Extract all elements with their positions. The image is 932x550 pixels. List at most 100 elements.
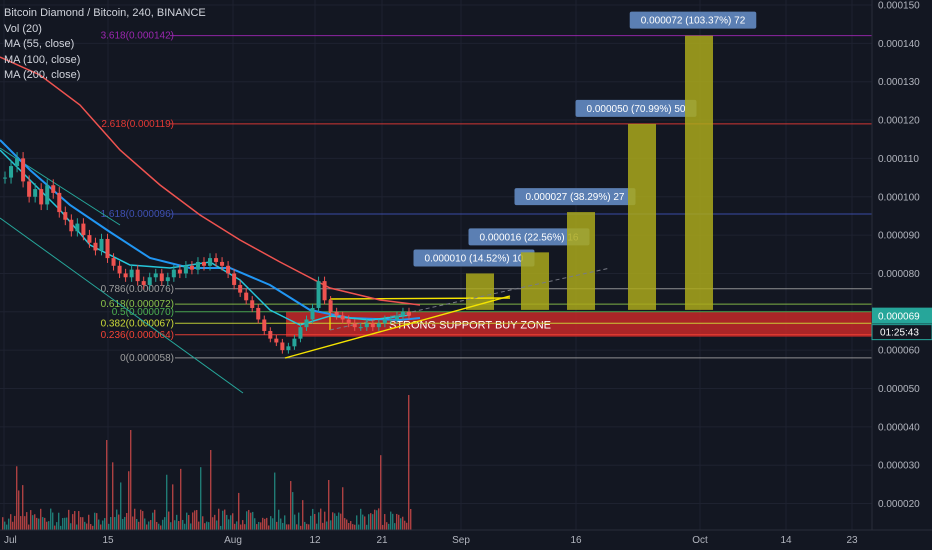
volume-bar — [394, 523, 396, 530]
target-label: 0.000050 (70.99%) 50 — [587, 104, 686, 115]
volume-bar — [240, 524, 242, 530]
fib-label: 0.786(0.000076) — [101, 284, 174, 295]
volume-bar — [322, 522, 324, 530]
countdown-label: 01:25:43 — [880, 328, 919, 339]
volume-bar — [314, 514, 316, 530]
volume-bar — [206, 521, 208, 530]
volume-bar — [36, 517, 38, 530]
volume-bar — [200, 467, 202, 530]
indicator-ma100[interactable]: MA (100, close) — [4, 53, 81, 66]
indicator-ma55[interactable]: MA (55, close) — [4, 38, 75, 50]
volume-bar — [144, 518, 146, 530]
volume-bar — [76, 524, 78, 530]
volume-bar — [120, 482, 122, 530]
volume-bar — [40, 508, 42, 530]
candle-body — [370, 323, 375, 328]
volume-bar — [204, 523, 206, 530]
volume-bar — [302, 500, 304, 530]
volume-bar — [344, 518, 346, 530]
volume-bar — [370, 513, 372, 530]
fib-label: 1.618(0.000096) — [101, 209, 174, 220]
volume-bar — [238, 492, 240, 530]
volume-bar — [158, 523, 160, 530]
candle-body — [183, 265, 188, 274]
volume-bar — [328, 480, 330, 530]
candle-body — [376, 323, 381, 328]
volume-bar — [346, 519, 348, 530]
volume-bar — [44, 517, 46, 530]
volume-bar — [336, 515, 338, 530]
volume-bar — [90, 524, 92, 530]
candle-body — [214, 258, 219, 262]
volume-bar — [100, 524, 102, 530]
target-label-box — [514, 188, 636, 206]
trend-line-lower — [0, 217, 244, 394]
fib-label: 0.5(0.000070) — [112, 307, 174, 318]
volume-bar — [264, 518, 266, 530]
volume-bar — [332, 512, 334, 530]
volume-bar — [94, 512, 96, 530]
candle-body — [93, 242, 98, 251]
volume-bar — [366, 524, 368, 530]
volume-bar — [374, 509, 376, 530]
volume-bar — [18, 490, 20, 530]
candle-body — [244, 292, 249, 301]
indicator-ma200[interactable]: MA (200, close) — [4, 69, 81, 81]
y-tick-label: 0.000100 — [878, 192, 920, 203]
volume-bar — [150, 520, 152, 530]
volume-bar — [52, 512, 54, 530]
volume-bar — [80, 517, 82, 530]
volume-bar — [350, 521, 352, 530]
volume-bar — [348, 523, 350, 530]
target-bar — [628, 123, 656, 310]
candle-body — [147, 277, 152, 285]
y-tick-label: 0.000130 — [878, 77, 920, 88]
candle-body — [364, 323, 369, 328]
triangle-resistance — [329, 297, 511, 300]
volume-bar — [326, 521, 328, 530]
volume-bar — [84, 521, 86, 530]
candle-body — [159, 273, 164, 282]
volume-bar — [70, 523, 72, 530]
candle-body — [406, 311, 411, 316]
volume-bar — [8, 518, 10, 530]
volume-bar — [226, 514, 228, 530]
candle-body — [177, 269, 182, 274]
volume-bar — [368, 514, 370, 530]
volume-bar — [140, 509, 142, 530]
fib-label: 0.382(0.000067) — [101, 318, 174, 329]
volume-bar — [124, 516, 126, 530]
candle-body — [39, 189, 44, 205]
y-tick-label: 0.000020 — [878, 499, 920, 510]
candle-body — [189, 265, 194, 270]
volume-bar — [354, 524, 356, 530]
volume-bar — [142, 511, 144, 530]
volume-bar — [16, 466, 18, 530]
volume-bar — [56, 522, 58, 530]
volume-bar — [340, 513, 342, 530]
candle-body — [280, 342, 285, 351]
volume-bar — [392, 513, 394, 530]
projection-dashed — [329, 267, 611, 331]
volume-bar — [138, 521, 140, 530]
volume-bar — [360, 508, 362, 530]
volume-bar — [248, 509, 250, 530]
indicator-vol[interactable]: Vol (20) — [4, 22, 42, 35]
ma-200-line — [0, 56, 421, 306]
candle-body — [220, 261, 225, 266]
volume-bar — [74, 511, 76, 530]
candle-body — [75, 223, 80, 232]
volume-bar — [292, 492, 294, 530]
y-tick-label: 0.000050 — [878, 384, 920, 395]
target-label-box — [413, 249, 535, 267]
volume-bar — [316, 523, 318, 530]
target-label: 0.000016 (22.56%) 16 — [480, 232, 579, 243]
x-tick-label: 14 — [780, 535, 792, 546]
volume-bar — [62, 518, 64, 530]
volume-bar — [172, 484, 174, 530]
volume-bar — [288, 524, 290, 530]
volume-bar — [408, 395, 410, 530]
x-tick-label: Jul — [4, 535, 17, 546]
volume-bar — [236, 521, 238, 530]
